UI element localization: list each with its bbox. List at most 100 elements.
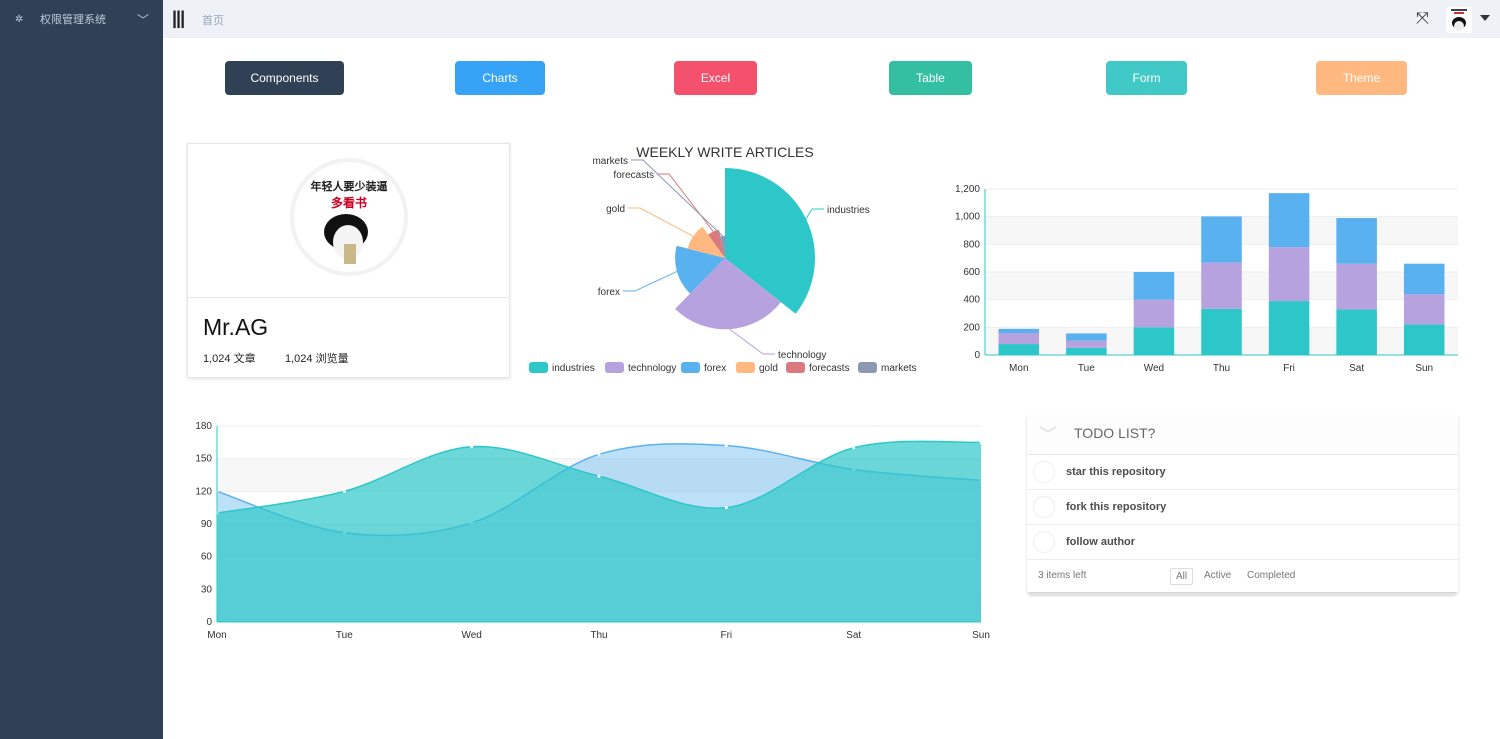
- filter-all[interactable]: All: [1170, 568, 1194, 585]
- shortcut-button-form[interactable]: Form: [1106, 61, 1187, 95]
- shortcut-button-excel[interactable]: Excel: [674, 61, 757, 95]
- bar-pageB: [1201, 262, 1242, 309]
- pie-label: gold: [606, 204, 625, 215]
- label-line: [729, 328, 775, 355]
- y-tick-label: 400: [963, 295, 980, 306]
- gear-icon: ✲: [15, 13, 24, 25]
- legend-label: forex: [704, 363, 726, 374]
- bar-pageA: [1268, 301, 1310, 355]
- toggle-all-icon[interactable]: ﹀: [1039, 425, 1057, 445]
- x-tick-label: Sun: [1415, 363, 1433, 374]
- x-tick-label: Wed: [1144, 363, 1164, 374]
- bar-pageB: [1336, 263, 1377, 310]
- legend-label: markets: [881, 363, 917, 374]
- breadcrumb[interactable]: 首页: [202, 15, 224, 27]
- bar-pageC: [1403, 263, 1445, 295]
- chart-title: WEEKLY WRITE ARTICLES: [636, 144, 813, 160]
- y-tick-label: 800: [963, 239, 980, 250]
- x-tick-label: Fri: [1283, 363, 1295, 374]
- bar-pageA: [1133, 327, 1175, 355]
- y-tick-label: 180: [195, 421, 212, 432]
- shortcut-button-components[interactable]: Components: [225, 61, 344, 95]
- pie-label: markets: [592, 156, 628, 167]
- bar-pageB: [998, 333, 1040, 345]
- bar-pageC: [1133, 272, 1175, 300]
- legend-swatch: [786, 362, 805, 373]
- y-tick-label: 60: [201, 552, 213, 563]
- data-point: [470, 445, 474, 449]
- legend-label: forecasts: [809, 363, 850, 374]
- legend-swatch: [605, 362, 624, 373]
- pie-label: technology: [778, 350, 826, 361]
- x-tick-label: Wed: [461, 630, 481, 641]
- bar-pageA: [1336, 309, 1377, 355]
- filter-completed[interactable]: Completed: [1247, 570, 1296, 581]
- data-point: [342, 489, 346, 493]
- data-point: [724, 444, 728, 448]
- chevron-down-icon: ﹀: [137, 12, 150, 27]
- bar-pageA: [998, 344, 1040, 355]
- legend-swatch: [858, 362, 877, 373]
- caret-down-icon[interactable]: [1480, 15, 1490, 21]
- todo-item-text[interactable]: fork this repository: [1066, 501, 1167, 513]
- legend-swatch: [529, 362, 548, 373]
- x-tick-label: Thu: [1213, 363, 1230, 374]
- y-tick-label: 30: [201, 584, 213, 595]
- y-tick-label: 200: [963, 322, 980, 333]
- shortcut-button-charts[interactable]: Charts: [455, 61, 545, 95]
- navbar: ||| 首页 ⤧: [163, 0, 1500, 38]
- todo-checkbox[interactable]: [1033, 461, 1055, 483]
- filter-active[interactable]: Active: [1204, 570, 1232, 581]
- bar-pageA: [1066, 347, 1107, 355]
- todo-title: TODO LIST?: [1074, 425, 1156, 441]
- sidebar-item-label: 权限管理系统: [40, 14, 106, 26]
- bar-pageC: [1066, 333, 1107, 341]
- x-tick-label: Tue: [1078, 363, 1095, 374]
- data-point: [724, 506, 728, 510]
- shortcut-button-table[interactable]: Table: [889, 61, 972, 95]
- pie-slice-forex: [675, 245, 725, 294]
- y-tick-label: 90: [201, 519, 213, 530]
- sidebar: ✲ 权限管理系统 ﹀: [0, 0, 163, 739]
- y-tick-label: 1,200: [955, 184, 980, 195]
- bar-pageB: [1403, 294, 1445, 325]
- todo-item: follow author: [1027, 525, 1458, 560]
- sidebar-item-permission-system[interactable]: ✲ 权限管理系统 ﹀: [0, 0, 163, 38]
- bar-pageA: [1201, 308, 1242, 355]
- shortcut-button-theme[interactable]: Theme: [1316, 61, 1407, 95]
- profile-avatar: 年轻人要少装逼 多看书: [290, 158, 408, 276]
- data-point: [852, 446, 856, 450]
- fullscreen-icon[interactable]: ⤧: [1416, 10, 1429, 27]
- views-count: 1,024 浏览量: [285, 353, 349, 365]
- label-line: [628, 207, 694, 237]
- pie-slice-forecasts: [708, 229, 725, 258]
- todo-checkbox[interactable]: [1033, 496, 1055, 518]
- pie-slice-markets: [720, 235, 725, 258]
- bar-pageC: [1268, 193, 1310, 248]
- x-tick-label: Mon: [1009, 363, 1028, 374]
- y-tick-label: 150: [195, 454, 212, 465]
- items-left-count: 3 items left: [1038, 570, 1087, 581]
- todo-item-text[interactable]: follow author: [1066, 536, 1136, 548]
- bar-chart: 0 200 400 600 800 1,000 1,200 Mon Tue Wed Thu Fri Sa…: [955, 184, 1458, 374]
- bar-pageC: [1201, 216, 1242, 263]
- pie-chart: WEEKLY WRITE ARTICLES industries technolog…: [529, 144, 917, 374]
- legend-swatch: [736, 362, 755, 373]
- hamburger-menu-icon[interactable]: |||: [172, 8, 185, 28]
- x-tick-label: Tue: [336, 630, 353, 641]
- bar-pageB: [1066, 340, 1107, 348]
- avatar-caption: 多看书: [331, 195, 367, 210]
- legend-swatch: [681, 362, 700, 373]
- todo-item-text[interactable]: star this repository: [1066, 466, 1166, 478]
- todo-list: ﹀ TODO LIST? star this repository fork t…: [1027, 415, 1458, 592]
- bar-pageC: [1336, 218, 1377, 264]
- todo-checkbox[interactable]: [1033, 531, 1055, 553]
- avatar[interactable]: [1446, 7, 1472, 33]
- bar-pageC: [998, 328, 1040, 334]
- articles-count: 1,024 文章: [203, 353, 256, 365]
- label-line: [623, 271, 678, 292]
- bar-pageA: [1403, 324, 1445, 355]
- pie-label: industries: [827, 205, 870, 216]
- x-tick-label: Thu: [590, 630, 607, 641]
- pie-slice-gold: [687, 226, 725, 258]
